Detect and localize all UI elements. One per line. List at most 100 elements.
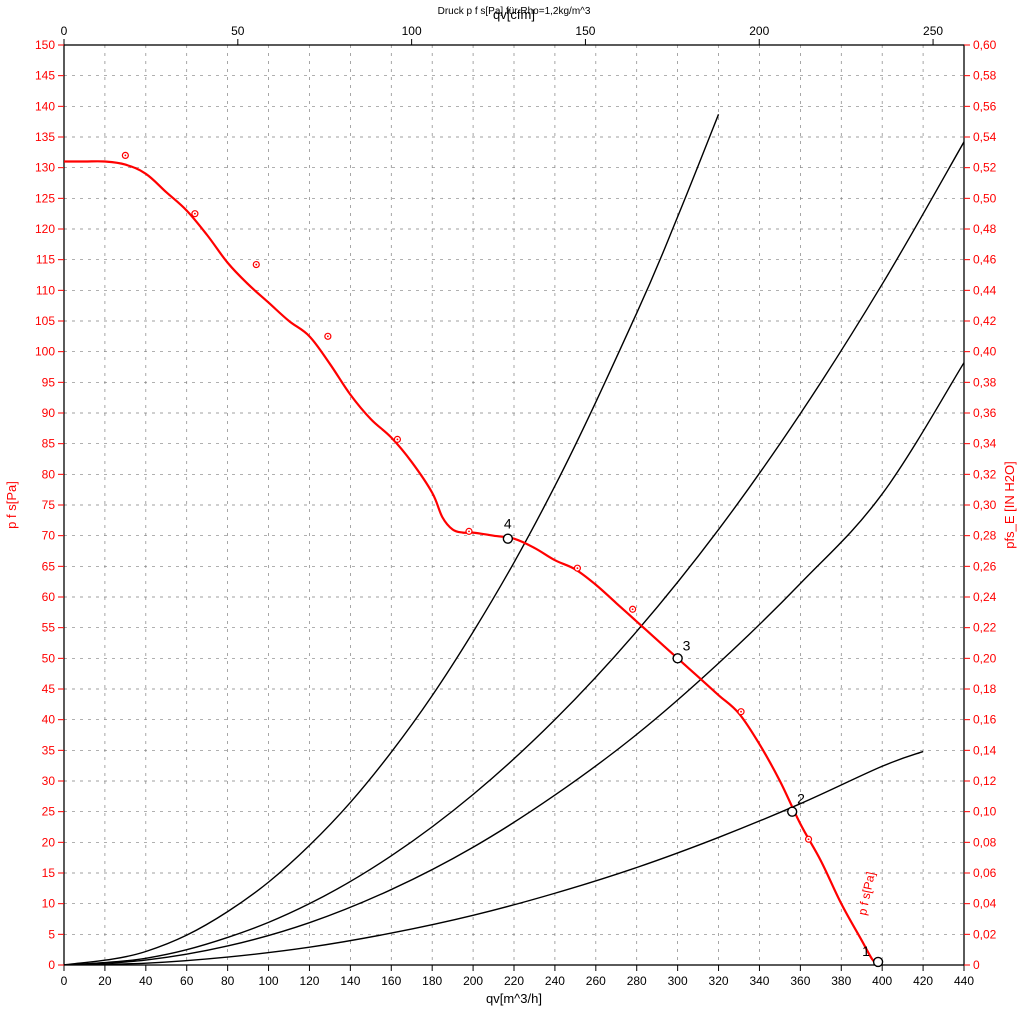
- svg-text:140: 140: [340, 974, 360, 988]
- svg-text:140: 140: [35, 99, 55, 113]
- svg-text:135: 135: [35, 130, 55, 144]
- svg-text:120: 120: [35, 222, 55, 236]
- svg-text:380: 380: [831, 974, 851, 988]
- svg-text:0,30: 0,30: [973, 498, 997, 512]
- svg-text:150: 150: [35, 38, 55, 52]
- svg-text:110: 110: [36, 283, 55, 297]
- svg-text:5: 5: [48, 927, 55, 941]
- svg-text:0,50: 0,50: [973, 191, 997, 205]
- operating-point-label-1: 1: [862, 943, 870, 959]
- operating-point-2: [788, 807, 797, 816]
- svg-text:0,44: 0,44: [973, 283, 997, 297]
- svg-text:0,32: 0,32: [973, 467, 997, 481]
- svg-text:360: 360: [790, 974, 810, 988]
- svg-text:0,02: 0,02: [973, 927, 997, 941]
- svg-text:100: 100: [259, 974, 279, 988]
- axis-bottom-label: qv[m^3/h]: [486, 991, 542, 1006]
- chart-title: Druck p f s[Pa] für Rho=1,2kg/m^3: [438, 6, 591, 17]
- svg-text:0,34: 0,34: [973, 437, 997, 451]
- svg-text:65: 65: [42, 559, 56, 573]
- svg-text:220: 220: [504, 974, 524, 988]
- svg-text:105: 105: [35, 314, 55, 328]
- svg-text:60: 60: [180, 974, 194, 988]
- svg-text:0,20: 0,20: [973, 651, 997, 665]
- svg-text:0: 0: [61, 974, 68, 988]
- svg-text:90: 90: [42, 406, 56, 420]
- svg-text:0,38: 0,38: [973, 375, 997, 389]
- svg-text:0: 0: [973, 958, 980, 972]
- svg-text:115: 115: [36, 253, 55, 267]
- svg-text:0,58: 0,58: [973, 69, 997, 83]
- svg-text:85: 85: [42, 437, 56, 451]
- svg-text:40: 40: [139, 974, 153, 988]
- svg-text:0,36: 0,36: [973, 406, 997, 420]
- svg-text:0: 0: [61, 24, 68, 38]
- svg-text:55: 55: [42, 621, 56, 635]
- svg-text:0,28: 0,28: [973, 529, 997, 543]
- svg-text:0,56: 0,56: [973, 99, 997, 113]
- svg-text:120: 120: [299, 974, 319, 988]
- svg-text:50: 50: [42, 651, 56, 665]
- svg-text:80: 80: [42, 467, 56, 481]
- svg-text:40: 40: [42, 713, 56, 727]
- svg-text:75: 75: [42, 498, 56, 512]
- svg-text:200: 200: [749, 24, 769, 38]
- svg-text:0,52: 0,52: [973, 161, 997, 175]
- svg-text:80: 80: [221, 974, 235, 988]
- svg-text:15: 15: [42, 866, 56, 880]
- operating-point-4: [503, 534, 512, 543]
- svg-text:20: 20: [42, 835, 56, 849]
- svg-text:250: 250: [923, 24, 943, 38]
- operating-point-label-3: 3: [683, 637, 691, 653]
- svg-text:0,42: 0,42: [973, 314, 997, 328]
- svg-text:0,22: 0,22: [973, 621, 997, 635]
- svg-text:440: 440: [954, 974, 974, 988]
- svg-text:0,26: 0,26: [973, 559, 997, 573]
- svg-text:150: 150: [575, 24, 595, 38]
- svg-text:400: 400: [872, 974, 892, 988]
- svg-text:0,46: 0,46: [973, 253, 997, 267]
- svg-text:35: 35: [42, 743, 56, 757]
- svg-text:130: 130: [35, 161, 55, 175]
- svg-text:0,60: 0,60: [973, 38, 997, 52]
- svg-text:100: 100: [402, 24, 422, 38]
- svg-text:0,48: 0,48: [973, 222, 997, 236]
- svg-text:0,16: 0,16: [973, 713, 997, 727]
- svg-text:0,40: 0,40: [973, 345, 997, 359]
- operating-point-label-4: 4: [504, 516, 512, 532]
- operating-point-label-2: 2: [797, 791, 805, 807]
- svg-text:45: 45: [42, 682, 56, 696]
- svg-text:0,12: 0,12: [973, 774, 997, 788]
- svg-text:0,10: 0,10: [973, 805, 997, 819]
- svg-text:0,24: 0,24: [973, 590, 997, 604]
- svg-text:125: 125: [35, 191, 55, 205]
- svg-text:60: 60: [42, 590, 56, 604]
- svg-text:200: 200: [463, 974, 483, 988]
- svg-text:25: 25: [42, 805, 56, 819]
- svg-text:160: 160: [381, 974, 401, 988]
- svg-text:240: 240: [545, 974, 565, 988]
- pressure-flow-chart: 0204060801001201401601802002202402602803…: [0, 0, 1022, 1018]
- operating-point-3: [673, 654, 682, 663]
- svg-text:100: 100: [35, 345, 55, 359]
- svg-text:20: 20: [98, 974, 112, 988]
- svg-text:50: 50: [231, 24, 245, 38]
- svg-text:70: 70: [42, 529, 56, 543]
- svg-text:95: 95: [42, 375, 56, 389]
- svg-text:0,04: 0,04: [973, 897, 997, 911]
- svg-text:10: 10: [42, 897, 56, 911]
- svg-text:280: 280: [627, 974, 647, 988]
- axis-left-label: p f s[Pa]: [4, 481, 19, 529]
- svg-text:30: 30: [42, 774, 56, 788]
- axis-right-label: pfs_E [IN H2O]: [1002, 461, 1017, 548]
- svg-text:145: 145: [35, 69, 55, 83]
- svg-text:300: 300: [668, 974, 688, 988]
- svg-text:0,18: 0,18: [973, 682, 997, 696]
- svg-text:0,14: 0,14: [973, 743, 997, 757]
- svg-text:340: 340: [749, 974, 769, 988]
- svg-text:0,54: 0,54: [973, 130, 997, 144]
- svg-text:320: 320: [709, 974, 729, 988]
- svg-text:420: 420: [913, 974, 933, 988]
- svg-text:180: 180: [422, 974, 442, 988]
- svg-text:0,06: 0,06: [973, 866, 997, 880]
